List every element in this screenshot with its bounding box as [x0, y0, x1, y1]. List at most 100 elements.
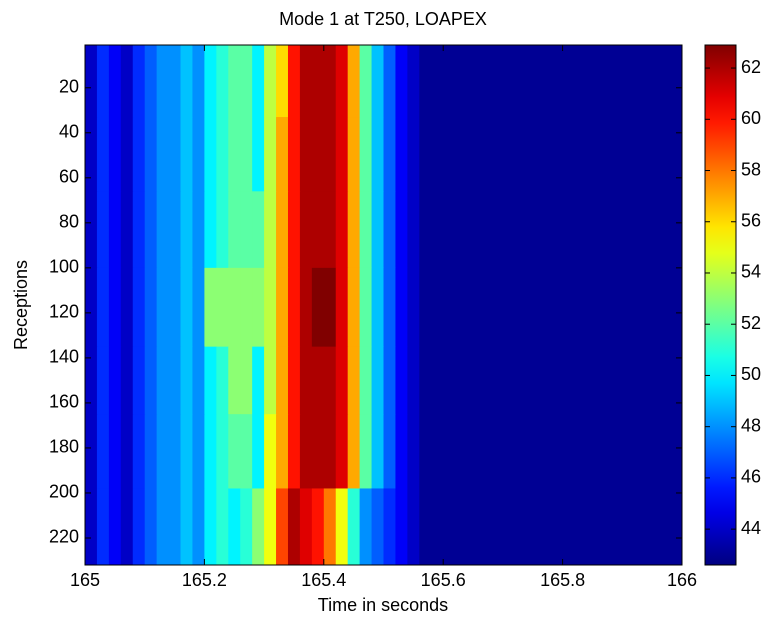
heat-cell: [335, 414, 349, 489]
heat-cell: [299, 117, 313, 192]
heat-cell: [276, 346, 289, 415]
heat-cell: [347, 45, 361, 118]
heat-cell: [276, 267, 289, 348]
heat-cell: [180, 414, 193, 489]
heat-cell: [371, 414, 384, 489]
heat-cell: [383, 414, 396, 489]
heat-cell: [252, 488, 265, 566]
heat-cell: [371, 117, 384, 192]
heat-cell: [240, 346, 253, 415]
heat-cell: [276, 191, 289, 269]
heat-cell: [228, 414, 241, 489]
heat-cell: [192, 346, 205, 415]
heat-cell: [85, 267, 98, 348]
heat-cell: [407, 267, 420, 348]
heat-cell: [204, 45, 217, 118]
heat-cell: [323, 267, 337, 348]
colorbar-tick-label: 54: [741, 262, 761, 282]
heat-cell: [168, 117, 182, 192]
heat-cell: [204, 267, 217, 348]
heat-cell: [395, 45, 408, 118]
heat-cell: [323, 117, 337, 192]
heat-cell: [132, 488, 146, 566]
heat-cell: [108, 117, 122, 192]
heat-cell: [228, 117, 241, 192]
heat-cell: [240, 117, 253, 192]
heat-cell: [132, 346, 146, 415]
heat-cell: [264, 488, 277, 566]
heat-cell: [216, 191, 229, 269]
heat-cell: [192, 267, 205, 348]
heat-cell: [96, 414, 110, 489]
heat-cell: [156, 117, 170, 192]
heat-cell: [395, 488, 408, 566]
y-tick-label: 120: [49, 302, 79, 322]
y-tick-label: 40: [59, 122, 79, 142]
colorbar-tick-label: 62: [741, 57, 761, 77]
heat-cell: [156, 45, 170, 118]
heat-cell: [287, 267, 301, 348]
heat-cell: [335, 191, 349, 269]
heat-cell: [240, 414, 253, 489]
heat-cell: [252, 117, 265, 192]
heat-cell: [311, 346, 325, 415]
heat-cell: [371, 346, 384, 415]
y-tick-label: 20: [59, 77, 79, 97]
y-tick-label: 60: [59, 167, 79, 187]
heat-cell: [120, 346, 134, 415]
heat-cell: [395, 117, 408, 192]
y-tick-label: 100: [49, 257, 79, 277]
heat-cell: [311, 414, 325, 489]
heat-cell: [168, 488, 182, 566]
heat-cell: [407, 117, 420, 192]
heat-cell: [287, 191, 301, 269]
heat-cell: [359, 488, 373, 566]
heat-cell: [96, 117, 110, 192]
heat-cell: [144, 488, 158, 566]
heat-cell: [323, 488, 337, 566]
heat-cell: [335, 267, 349, 348]
heat-cell: [132, 191, 146, 269]
heat-cell: [311, 117, 325, 192]
heat-cell: [180, 191, 193, 269]
heat-cell: [156, 414, 170, 489]
heat-cell: [323, 414, 337, 489]
heat-cell: [335, 488, 349, 566]
heat-cell: [156, 267, 170, 348]
heat-cell: [323, 191, 337, 269]
heat-cell: [132, 117, 146, 192]
heat-cell: [335, 346, 349, 415]
heat-cell: [371, 267, 384, 348]
heat-cell: [347, 191, 361, 269]
heat-cell: [108, 488, 122, 566]
heat-cell: [180, 45, 193, 118]
heat-cell: [419, 191, 683, 269]
heat-cell: [192, 488, 205, 566]
heat-cell: [192, 414, 205, 489]
heat-cell: [144, 346, 158, 415]
heat-cell: [144, 117, 158, 192]
heat-cell: [287, 45, 301, 118]
heat-cell: [132, 267, 146, 348]
heat-cell: [156, 191, 170, 269]
heat-cell: [168, 267, 182, 348]
heat-cell: [311, 267, 325, 348]
heat-cell: [395, 191, 408, 269]
heat-cell: [347, 346, 361, 415]
heat-cell: [311, 488, 325, 566]
heat-cell: [287, 117, 301, 192]
heat-cell: [132, 414, 146, 489]
heat-cell: [85, 191, 98, 269]
heat-cell: [419, 414, 683, 489]
heat-cell: [180, 346, 193, 415]
x-tick-label: 165: [70, 570, 100, 590]
heat-cell: [252, 267, 265, 348]
heat-cell: [204, 191, 217, 269]
heat-cell: [311, 191, 325, 269]
heat-cell: [252, 346, 265, 415]
heat-cell: [264, 346, 277, 415]
heat-cell: [407, 191, 420, 269]
heat-cell: [395, 346, 408, 415]
heat-cell: [216, 346, 229, 415]
heat-cell: [419, 45, 683, 118]
